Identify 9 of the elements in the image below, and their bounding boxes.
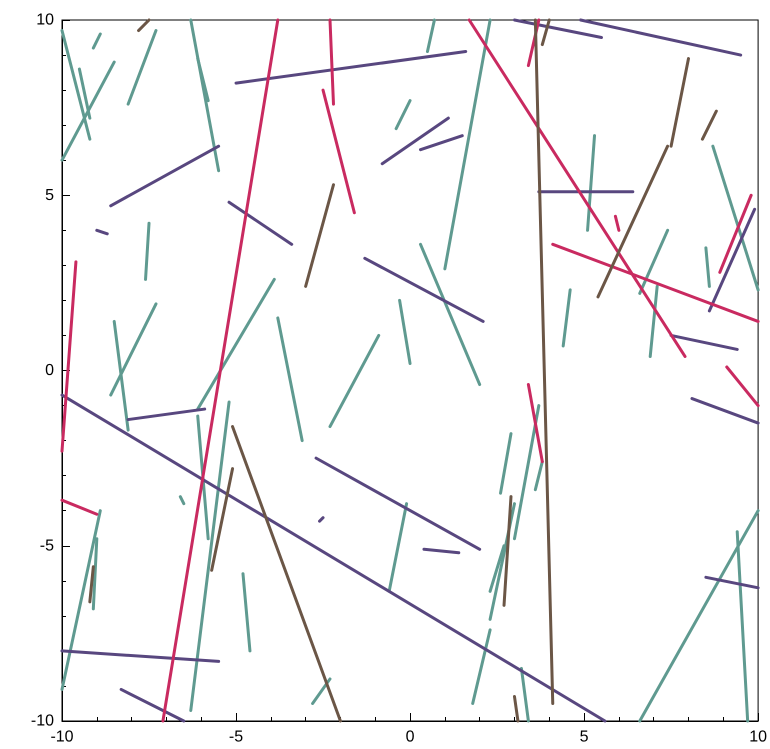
y-tick-label: 10: [36, 12, 54, 28]
x-tick-label: 0: [406, 728, 415, 746]
x-tick-label: 10: [749, 728, 768, 746]
x-tick-label: -5: [228, 728, 244, 746]
x-tick-label: 5: [580, 728, 589, 746]
y-tick-label: -5: [40, 537, 54, 554]
y-tick-label: 0: [45, 362, 54, 379]
y-tick-label: 5: [45, 186, 54, 204]
y-tick-label: -10: [30, 712, 54, 730]
